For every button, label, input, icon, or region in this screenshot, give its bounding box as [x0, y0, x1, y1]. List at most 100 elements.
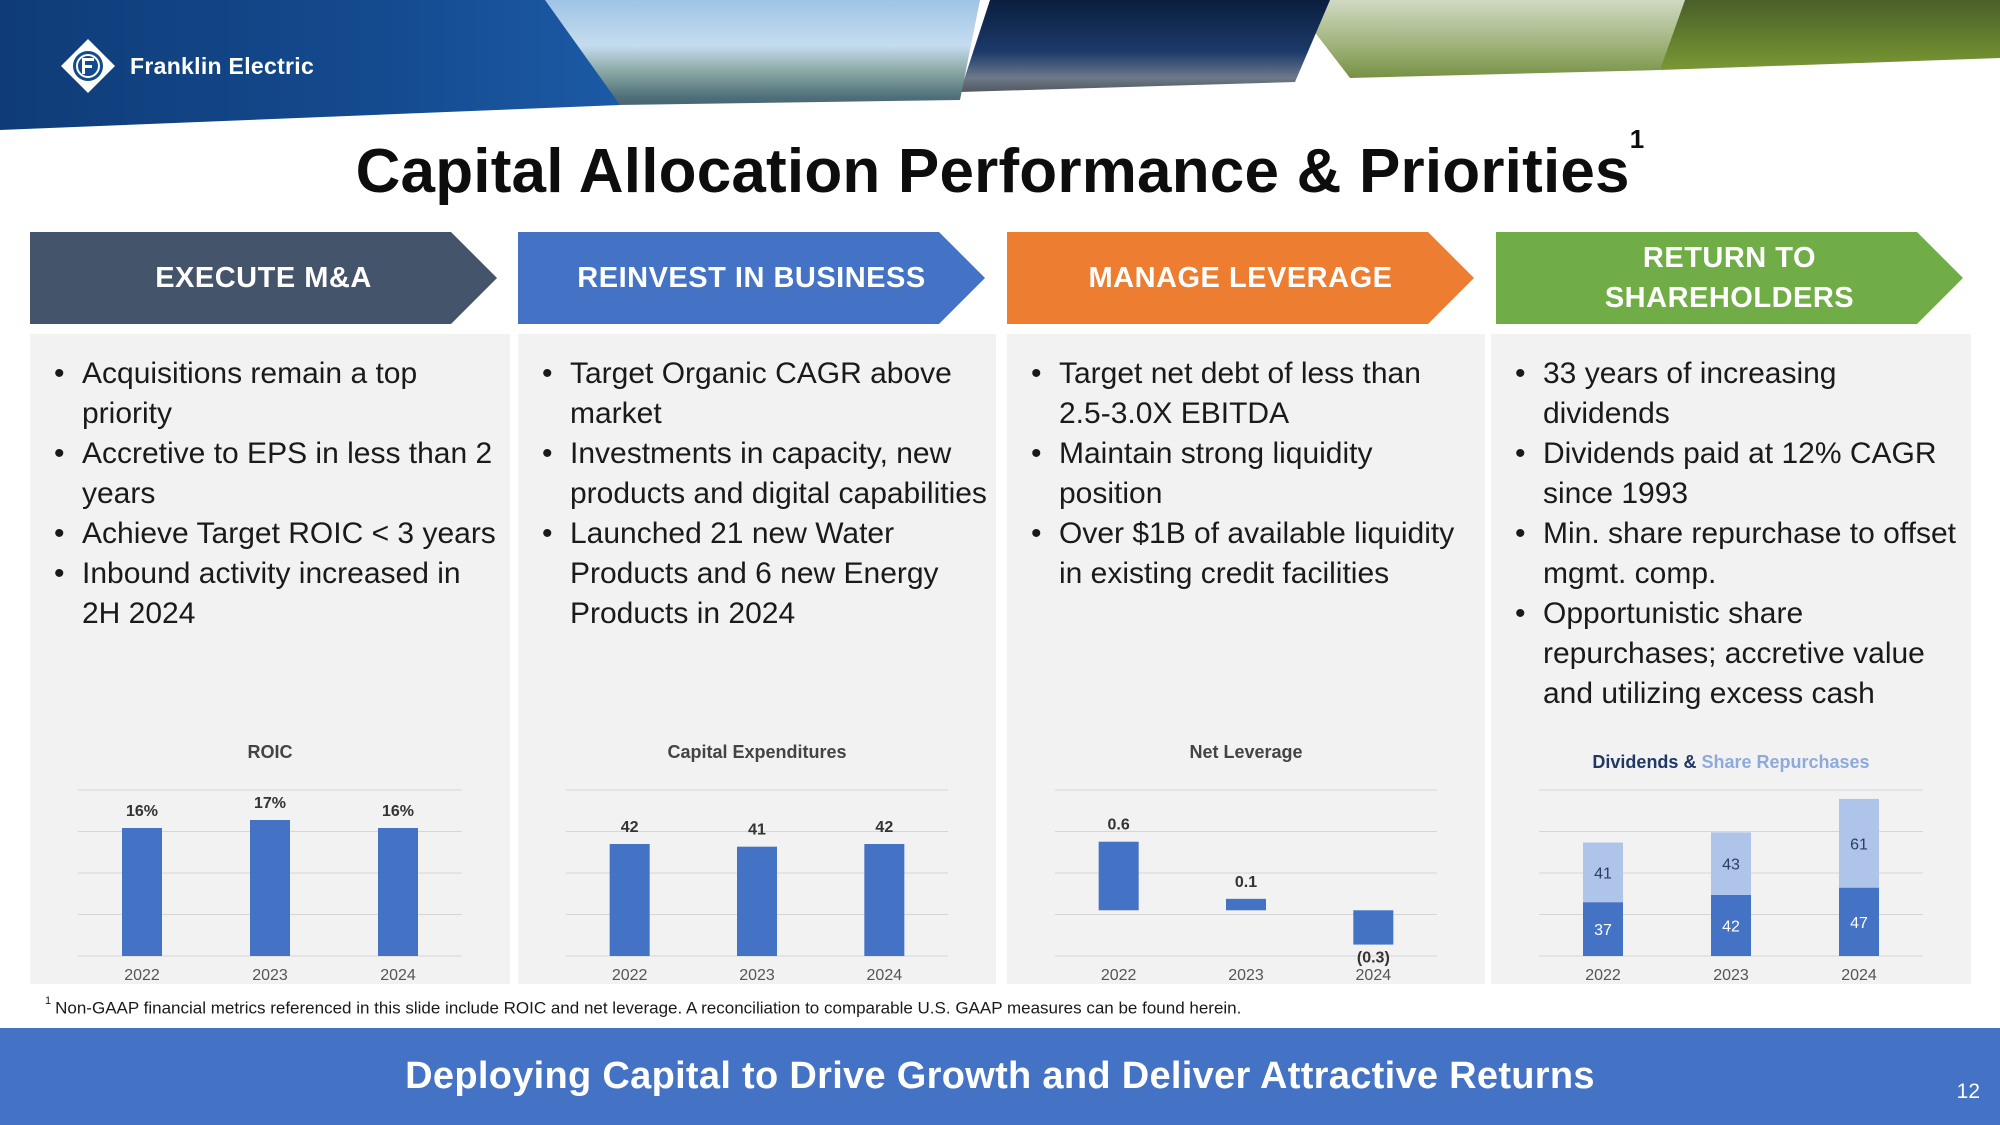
return-to-shareholders-bullets: 33 years of increasing dividends Dividen… — [1513, 354, 1963, 714]
footnote-text: Non-GAAP financial metrics referenced in… — [55, 998, 1242, 1018]
chart-title-dividends: Dividends — [1592, 752, 1678, 772]
x-tick-label: 2022 — [1101, 967, 1137, 984]
return-to-shareholders-panel: 33 years of increasing dividends Dividen… — [1491, 334, 1971, 984]
company-name: Franklin Electric — [130, 52, 315, 79]
data-label: 0.6 — [1108, 817, 1130, 834]
data-label: 16% — [126, 803, 158, 820]
bar-share-repurchases — [1583, 842, 1623, 903]
execute-ma-header: EXECUTE M&A — [30, 232, 497, 324]
chart-title-joiner: & — [1678, 752, 1701, 772]
bullet-item: Over $1B of available liquidity in exist… — [1029, 514, 1477, 594]
data-label: 37 — [1594, 922, 1612, 939]
x-tick-label: 2024 — [1356, 967, 1392, 984]
footnote: 1 Non-GAAP financial metrics referenced i… — [45, 995, 1242, 1019]
x-tick-label: 2022 — [612, 967, 648, 984]
bar — [1353, 910, 1394, 945]
bar-share-repurchases — [1839, 798, 1879, 888]
manage-leverage-bullets: Target net debt of less than 2.5-3.0X EB… — [1029, 354, 1477, 594]
manage-leverage-label: MANAGE LEVERAGE — [1088, 262, 1393, 294]
manage-leverage-header: MANAGE LEVERAGE — [1007, 232, 1474, 324]
execute-ma-label: EXECUTE M&A — [155, 262, 372, 294]
header-band: Franklin Electric — [0, 0, 2000, 130]
x-tick-label: 2024 — [867, 967, 903, 984]
data-label: 61 — [1850, 836, 1868, 853]
bar — [1226, 898, 1266, 911]
x-tick-label: 2024 — [1841, 967, 1877, 984]
data-label: 42 — [875, 819, 893, 836]
chart-title-repurchases: Share Repurchases — [1701, 752, 1869, 772]
heading-line-2: SHAREHOLDERS — [1604, 282, 1855, 314]
x-tick-label: 2023 — [1713, 967, 1749, 984]
reinvest-bullets: Target Organic CAGR above market Investm… — [540, 354, 988, 634]
page-title-text: Capital Allocation Performance & Priorit… — [355, 137, 1630, 206]
net-leverage-chart: Net Leverage 2022 0.6 2023 0.1 2024 (0.3) — [1007, 734, 1485, 984]
return-to-shareholders-header: RETURN TO SHAREHOLDERS — [1496, 232, 1963, 324]
chart-title: Dividends & Share Repurchases — [1592, 752, 1869, 772]
execute-ma-bullets: Acquisitions remain a top priority Accre… — [52, 354, 502, 634]
bullet-item: Target Organic CAGR above market — [540, 354, 988, 434]
bullet-item: Maintain strong liquidity position — [1029, 434, 1477, 514]
bullet-item: Target net debt of less than 2.5-3.0X EB… — [1029, 354, 1477, 434]
page-title: Capital Allocation Performance & Priorit… — [0, 124, 2000, 207]
data-label: 0.1 — [1235, 874, 1257, 891]
bullet-item: Opportunistic share repurchases; accreti… — [1513, 594, 1963, 714]
dividends-repurchases-chart-svg: Dividends & Share Repurchases 2022 37 41 202… — [1539, 752, 1923, 984]
bar-dividends — [1839, 887, 1879, 956]
bullet-item: Acquisitions remain a top priority — [52, 354, 502, 434]
bullet-item: Achieve Target ROIC < 3 years — [52, 514, 502, 554]
bar-share-repurchases — [1711, 832, 1751, 895]
x-tick-label: 2023 — [252, 967, 288, 984]
data-label: 47 — [1850, 915, 1868, 932]
bar-dividends — [1583, 902, 1623, 956]
water-treatment-photo — [540, 0, 980, 105]
data-label: 43 — [1722, 857, 1740, 874]
bullet-item: 33 years of increasing dividends — [1513, 354, 1963, 434]
bullet-item: Investments in capacity, new products an… — [540, 434, 988, 514]
x-tick-label: 2022 — [124, 967, 160, 984]
x-tick-label: 2023 — [739, 967, 775, 984]
reinvest-header: REINVEST IN BUSINESS — [518, 232, 985, 324]
chart-title: Capital Expenditures — [667, 742, 846, 762]
data-label: 16% — [382, 803, 414, 820]
bar — [609, 844, 650, 956]
title-footnote-marker: 1 — [1629, 124, 1645, 155]
x-tick-label: 2024 — [380, 967, 416, 984]
capex-chart: Capital Expenditures 2022 42 2023 41 2024 42 — [518, 734, 996, 984]
manage-leverage-panel: Target net debt of less than 2.5-3.0X EB… — [1007, 334, 1485, 984]
bar-dividends — [1711, 894, 1751, 956]
franklin-electric-logo: Franklin Electric — [60, 38, 314, 94]
heading-line-1: RETURN TO — [1642, 242, 1817, 274]
x-tick-label: 2022 — [1585, 967, 1621, 984]
irrigation-field-photo — [1290, 0, 1685, 78]
execute-ma-panel: Acquisitions remain a top priority Accre… — [30, 334, 510, 984]
bar — [250, 820, 290, 956]
data-label: 42 — [1722, 918, 1740, 935]
bar — [737, 846, 777, 956]
footnote-marker: 1 — [45, 995, 52, 1007]
data-label: 17% — [254, 795, 286, 812]
bar — [122, 828, 162, 956]
roic-chart-svg: ROIC 2022 16% 2023 17% 2024 16% — [78, 742, 462, 984]
bar — [864, 844, 905, 956]
chart-title: Net Leverage — [1189, 742, 1302, 762]
data-label: 41 — [1594, 865, 1612, 882]
footer-tagline: Deploying Capital to Drive Growth and De… — [405, 1055, 1595, 1097]
net-leverage-chart-svg: Net Leverage 2022 0.6 2023 0.1 2024(0.3) — [1055, 742, 1437, 984]
footer-band: Deploying Capital to Drive Growth and De… — [0, 1028, 2000, 1125]
data-label: 42 — [621, 819, 639, 836]
chart-title: ROIC — [248, 742, 293, 762]
bar — [1098, 841, 1139, 911]
bullet-item: Min. share repurchase to offset mgmt. co… — [1513, 514, 1963, 594]
reinvest-label: REINVEST IN BUSINESS — [577, 262, 926, 294]
page-number: 12 — [1956, 1080, 1980, 1103]
data-label: (0.3) — [1357, 950, 1390, 967]
franklin-electric-logo-icon — [60, 38, 116, 94]
return-to-shareholders-label: RETURN TO SHAREHOLDERS — [1519, 238, 1940, 318]
bullet-item: Inbound activity increased in 2H 2024 — [52, 554, 502, 634]
x-tick-label: 2023 — [1228, 967, 1264, 984]
dividends-repurchases-chart: Dividends & Share Repurchases 2022 37 41 202… — [1491, 734, 1971, 984]
capex-chart-svg: Capital Expenditures 2022 42 2023 41 2024 42 — [566, 742, 948, 984]
data-label: 41 — [748, 822, 766, 839]
roic-chart: ROIC 2022 16% 2023 17% 2024 16% — [30, 734, 510, 984]
reinvest-panel: Target Organic CAGR above market Investm… — [518, 334, 996, 984]
